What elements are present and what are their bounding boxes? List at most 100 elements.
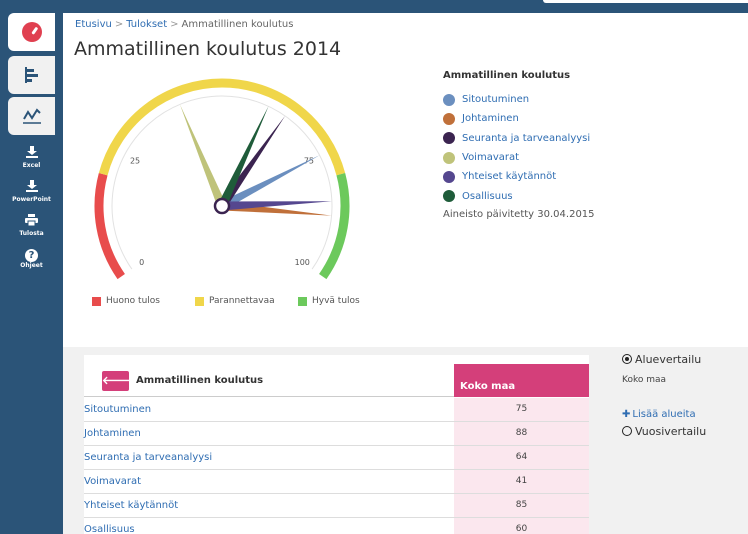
- legend-item[interactable]: Yhteiset käytännöt: [443, 167, 595, 186]
- legend-item[interactable]: Osallisuus: [443, 186, 595, 205]
- gauge-needle: [179, 104, 227, 208]
- row-value: 88: [454, 422, 589, 445]
- gauge-hub: [213, 197, 231, 215]
- table-row: Osallisuus 60: [84, 518, 589, 534]
- year-comparison-radio[interactable]: Vuosivertailu: [622, 424, 706, 438]
- row-name[interactable]: Johtaminen: [84, 428, 141, 439]
- legend-label: Huono tulos: [106, 296, 160, 306]
- gauge-chart: 02575100: [94, 78, 350, 280]
- row-value: 75: [454, 398, 589, 421]
- legend-item[interactable]: Johtaminen: [443, 109, 595, 128]
- gauge-inner-ring: [111, 95, 333, 270]
- help-label: Ohjeet: [20, 262, 43, 269]
- legend-item[interactable]: Voimavarat: [443, 148, 595, 167]
- gauge-legend-improve: Parannettavaa: [195, 296, 275, 306]
- row-name[interactable]: Voimavarat: [84, 476, 142, 487]
- comparison-options: Aluevertailu Koko maa ✚ Lisää alueita Vu…: [622, 352, 706, 438]
- gauge-band: [94, 173, 125, 280]
- legend-title: Ammatillinen koulutus: [443, 70, 571, 81]
- legend-item-label: Voimavarat: [462, 152, 520, 164]
- legend-item[interactable]: Seuranta ja tarveanalyysi: [443, 129, 595, 148]
- table-row: Yhteiset käytännöt 85: [84, 494, 589, 518]
- gauge-needle: [221, 201, 332, 211]
- results-table: 🡐 Ammatillinen koulutus Koko maa Sitoutu…: [84, 355, 589, 534]
- breadcrumb-home[interactable]: Etusivu: [75, 19, 112, 30]
- legend-item-label: Osallisuus: [462, 190, 513, 202]
- gauge-band: [319, 173, 350, 280]
- radio-checked-icon: [622, 354, 632, 364]
- gauge-tick-label: 25: [130, 157, 140, 166]
- legend-dot-icon: [443, 170, 455, 183]
- add-areas-link[interactable]: ✚ Lisää alueita: [622, 409, 706, 420]
- sidebar: Excel PowerPoint Tulosta ? Ohjeet: [0, 0, 63, 534]
- table-row: Seuranta ja tarveanalyysi 64: [84, 446, 589, 470]
- excel-label: Excel: [22, 162, 41, 169]
- print-label: Tulosta: [19, 230, 44, 237]
- legend-item-label: Seuranta ja tarveanalyysi: [462, 132, 591, 144]
- gauge-band: [98, 78, 346, 176]
- back-button[interactable]: 🡐: [102, 371, 132, 391]
- table-header: 🡐 Ammatillinen koulutus Koko maa: [84, 355, 589, 397]
- legend-dot-icon: [443, 112, 455, 125]
- powerpoint-label: PowerPoint: [12, 196, 51, 203]
- year-comparison-label: Vuosivertailu: [635, 424, 707, 438]
- breadcrumb-results[interactable]: Tulokset: [126, 19, 168, 30]
- breadcrumb: Etusivu > Tulokset > Ammatillinen koulutus: [75, 19, 293, 30]
- row-value: 64: [454, 446, 589, 469]
- powerpoint-button[interactable]: PowerPoint: [0, 180, 63, 204]
- legend-swatch: [92, 296, 101, 306]
- gauge-tick-label: 100: [295, 258, 310, 267]
- column-header: Koko maa: [454, 364, 589, 397]
- series-legend: Ammatillinen koulutus Sitoutuminen Johtam…: [443, 70, 595, 220]
- gauge-legend-poor: Huono tulos: [92, 296, 160, 306]
- row-name[interactable]: Seuranta ja tarveanalyysi: [84, 452, 213, 463]
- gauge-needle: [219, 155, 320, 210]
- excel-button[interactable]: Excel: [0, 146, 63, 170]
- row-value: 60: [454, 518, 589, 534]
- top-search-box[interactable]: [543, 0, 748, 3]
- gauge-icon: [21, 22, 42, 42]
- gauge-tick-label: 0: [139, 258, 144, 267]
- legend-label: Parannettavaa: [209, 296, 275, 306]
- area-comparison-radio[interactable]: Aluevertailu: [622, 352, 706, 366]
- area-value: Koko maa: [622, 375, 667, 385]
- plus-icon: ✚: [622, 409, 631, 420]
- legend-swatch: [298, 296, 307, 306]
- legend-dot-icon: [443, 151, 455, 164]
- breadcrumb-separator: >: [170, 19, 179, 30]
- main-panel: Etusivu > Tulokset > Ammatillinen koulutus A…: [63, 13, 748, 347]
- print-button[interactable]: Tulosta: [0, 214, 63, 238]
- table-row: Voimavarat 41: [84, 470, 589, 494]
- add-areas-label: Lisää alueita: [632, 409, 696, 420]
- row-name[interactable]: Yhteiset käytännöt: [84, 500, 179, 511]
- download-icon: [0, 180, 63, 196]
- row-name[interactable]: Osallisuus: [84, 524, 135, 534]
- row-value: 41: [454, 470, 589, 493]
- gauge-needle: [217, 106, 269, 208]
- legend-swatch: [195, 296, 204, 306]
- gauge-legend-good: Hyvä tulos: [298, 296, 360, 306]
- download-icon: [0, 146, 63, 162]
- legend-item-label: Johtaminen: [462, 113, 519, 125]
- table-row: Sitoutuminen 75: [84, 398, 589, 422]
- legend-label: Hyvä tulos: [312, 296, 360, 306]
- radio-unchecked-icon: [622, 426, 632, 436]
- help-button[interactable]: ? Ohjeet: [0, 248, 63, 270]
- tab-bar-chart[interactable]: [8, 56, 55, 94]
- help-icon: ?: [25, 249, 38, 262]
- legend-dot-icon: [443, 93, 455, 106]
- bar-chart-icon: [24, 67, 38, 83]
- legend-item-label: Sitoutuminen: [462, 94, 530, 106]
- area-comparison-label: Aluevertailu: [635, 352, 702, 366]
- row-name[interactable]: Sitoutuminen: [84, 404, 152, 415]
- legend-item[interactable]: Sitoutuminen: [443, 90, 595, 109]
- tab-trend[interactable]: [8, 97, 55, 135]
- row-value: 85: [454, 494, 589, 517]
- table-title: Ammatillinen koulutus: [136, 375, 264, 386]
- tab-gauge[interactable]: [8, 13, 55, 51]
- page-title: Ammatillinen koulutus 2014: [74, 38, 342, 60]
- table-row: Johtaminen 88: [84, 422, 589, 446]
- legend-dot-icon: [443, 190, 455, 203]
- breadcrumb-separator: >: [114, 19, 124, 30]
- arrow-left-icon: 🡐: [102, 374, 132, 387]
